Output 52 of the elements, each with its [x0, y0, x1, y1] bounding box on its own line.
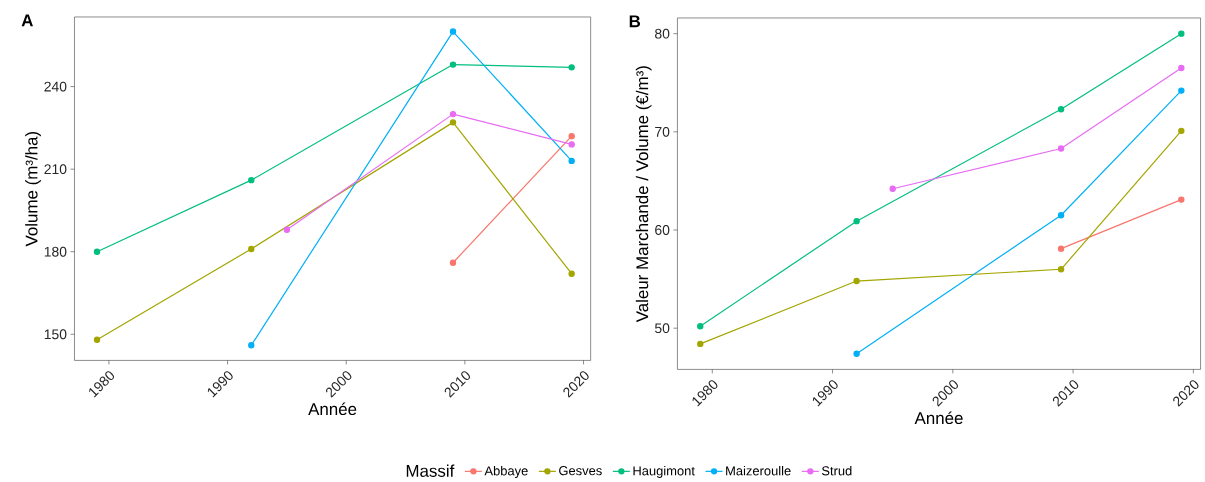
y-tick-label: 150 — [44, 329, 67, 340]
point — [449, 110, 457, 118]
point — [697, 340, 704, 347]
point — [1178, 30, 1185, 37]
point — [248, 176, 255, 184]
y-tick-label: 60 — [655, 224, 670, 235]
point — [853, 350, 860, 357]
chart-title: B — [629, 15, 641, 28]
point — [248, 342, 255, 349]
point — [889, 185, 896, 192]
legend-label: Haugimont — [633, 465, 695, 478]
point — [449, 28, 457, 35]
point — [1178, 87, 1185, 94]
point — [1057, 265, 1065, 273]
point — [1057, 105, 1065, 113]
legend-label: Maizeroulle — [726, 465, 791, 476]
y-tick-label: 80 — [655, 28, 670, 39]
point — [248, 245, 255, 253]
point — [568, 132, 575, 140]
point — [1057, 211, 1065, 219]
point — [568, 157, 575, 164]
point — [1057, 145, 1065, 152]
y-tick-label: 50 — [654, 323, 670, 334]
point — [568, 270, 575, 277]
y-axis-title: Valeur Marchande / Volume (€/m³) — [635, 66, 652, 323]
x-axis-title: Année — [308, 402, 357, 415]
y-tick-label: 240 — [44, 81, 67, 92]
point — [449, 119, 457, 126]
point — [283, 226, 291, 233]
point — [1057, 245, 1065, 252]
point — [1178, 196, 1185, 203]
point — [568, 64, 575, 71]
point — [853, 217, 860, 225]
chart-title: A — [21, 14, 33, 27]
y-tick-label: 210 — [44, 164, 67, 174]
point — [853, 277, 860, 285]
point — [568, 141, 575, 148]
point — [449, 259, 457, 266]
point — [93, 336, 101, 343]
point — [93, 248, 101, 255]
legend-label: Abbaye — [484, 465, 528, 478]
point — [1178, 127, 1185, 134]
legend-label: Strud — [821, 465, 852, 476]
point — [1178, 64, 1185, 72]
y-tick-label: 180 — [44, 246, 67, 257]
point — [697, 322, 704, 330]
legend-label: Gesves — [559, 466, 602, 476]
y-axis-title: Volume (m³/ha) — [25, 131, 41, 247]
legend-title: Massif — [406, 464, 455, 477]
x-axis-title: Année — [914, 411, 963, 424]
y-tick-label: 70 — [655, 126, 670, 137]
point — [449, 61, 457, 68]
